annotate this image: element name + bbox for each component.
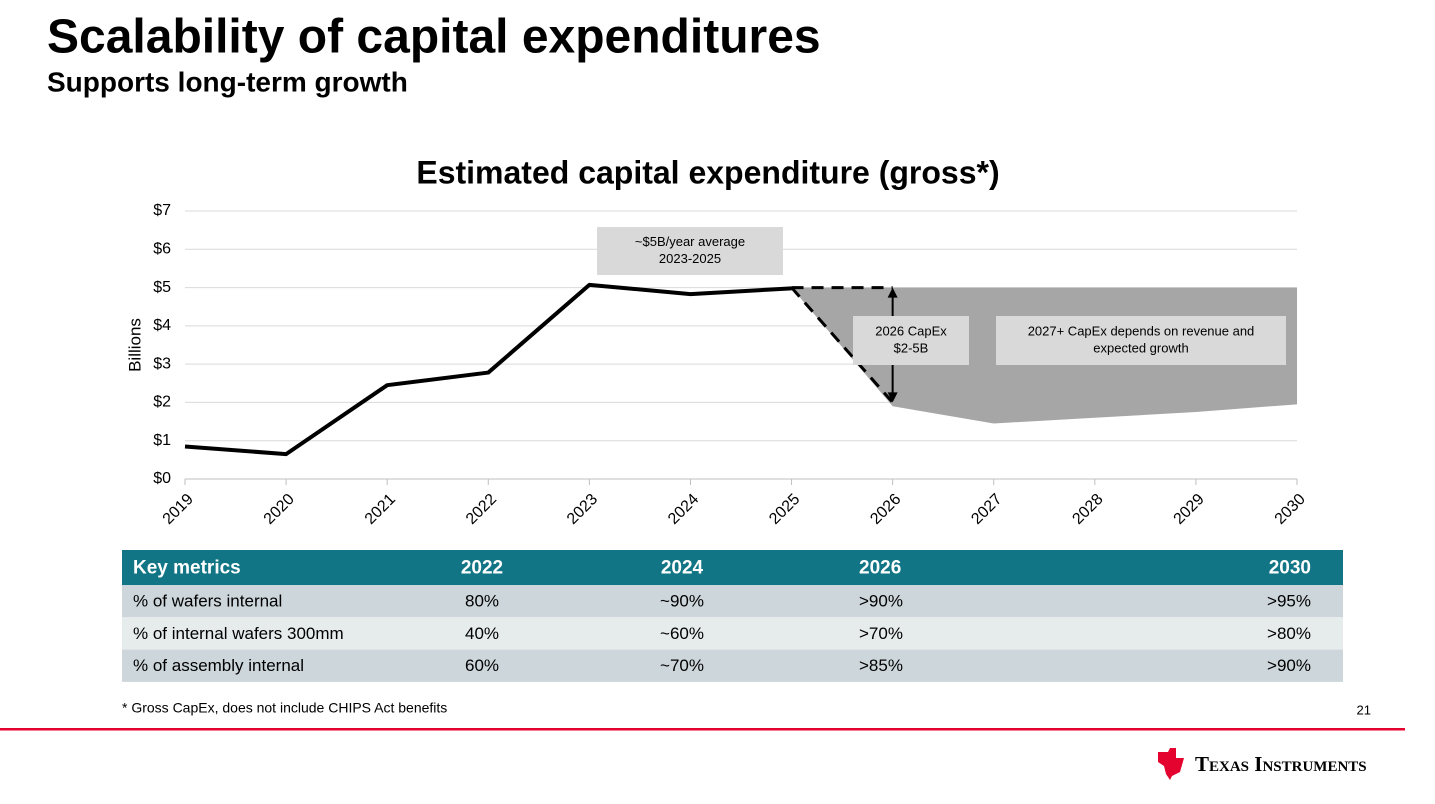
annotation-box [853,316,969,365]
arrow-head [887,392,898,403]
table-cell: 80% [465,592,499,611]
table-row [122,617,1343,650]
x-tick-label: 2021 [362,491,399,528]
y-tick-label: $6 [153,241,171,258]
annotation-box [597,227,783,275]
x-tick-label: 2030 [1272,491,1309,528]
y-tick-label: $7 [153,202,171,219]
header-cell: 2026 [859,558,901,579]
logo-icon [1158,748,1184,780]
table-cell: >90% [1267,656,1311,675]
header-cell: 2030 [1269,558,1311,579]
table-cell: >85% [859,656,903,675]
x-tick-label: 2024 [665,491,702,528]
divider [0,728,1405,731]
y-tick-label: $0 [153,470,171,487]
x-tick-label: 2025 [766,491,803,528]
x-tick-label: 2028 [1069,491,1106,528]
annotation-text: 2027+ CapEx depends on revenue and [1028,323,1255,338]
footnote: * Gross CapEx, does not include CHIPS Ac… [122,700,447,716]
annotation-text: ~$5B/year average [635,234,745,249]
table-cell: >80% [1267,624,1311,643]
header-cell: Key metrics [133,558,241,579]
table-row [122,585,1343,618]
metrics-table: Key metrics 2022 2024 2026 2030 % of wafers i… [122,550,1343,682]
table-cell: ~90% [660,592,704,611]
x-tick-label: 2026 [867,491,904,528]
header-cell: 2022 [461,558,503,579]
header-cell: 2024 [661,558,704,579]
y-axis-label: Billions [125,318,144,372]
x-tick-label: 2020 [261,491,298,528]
chart-title: Estimated capital expenditure (gross*) [416,154,999,190]
table-cell: 40% [465,624,499,643]
annotation-box [996,316,1286,365]
chart: $0 $1 $2 $3 $4 $5 $6 $7 2019 2020 2021 2022 2023 2024… [153,202,1309,528]
dashed-line [790,286,894,404]
table-cell: >95% [1267,592,1311,611]
y-tick-label: $2 [153,394,171,411]
slide-subtitle: Supports long-term growth [47,66,408,97]
table-cell: ~70% [660,656,704,675]
capex-line [184,282,792,457]
slide-title: Scalability of capital expenditures [47,11,821,64]
table-row [122,649,1343,682]
x-tick-label: 2019 [160,491,197,528]
annotation-text: 2026 CapEx [875,323,947,338]
annotation-text: expected growth [1093,340,1188,355]
x-tick-label: 2029 [1171,491,1208,528]
y-tick-label: $3 [153,355,171,372]
table-cell: >90% [859,592,903,611]
table-cell: ~60% [660,624,704,643]
table-cell: % of wafers internal [133,592,282,611]
x-tick-label: 2022 [463,491,500,528]
x-tick-label: 2023 [564,491,601,528]
table-header [122,550,1343,585]
y-tick-label: $4 [153,317,171,334]
table-cell: >70% [859,624,903,643]
x-tick-label: 2027 [968,491,1005,528]
table-cell: % of assembly internal [133,656,304,675]
table-cell: % of internal wafers 300mm [133,624,344,643]
annotation-text: 2023-2025 [659,251,721,266]
page-number: 21 [1357,702,1371,717]
arrow-head [887,287,898,298]
y-tick-label: $5 [153,279,171,296]
y-tick-label: $1 [153,432,171,449]
table-cell: 60% [465,656,499,675]
annotation-text: $2-5B [894,340,929,355]
logo-text: Texas Instruments [1195,752,1367,776]
